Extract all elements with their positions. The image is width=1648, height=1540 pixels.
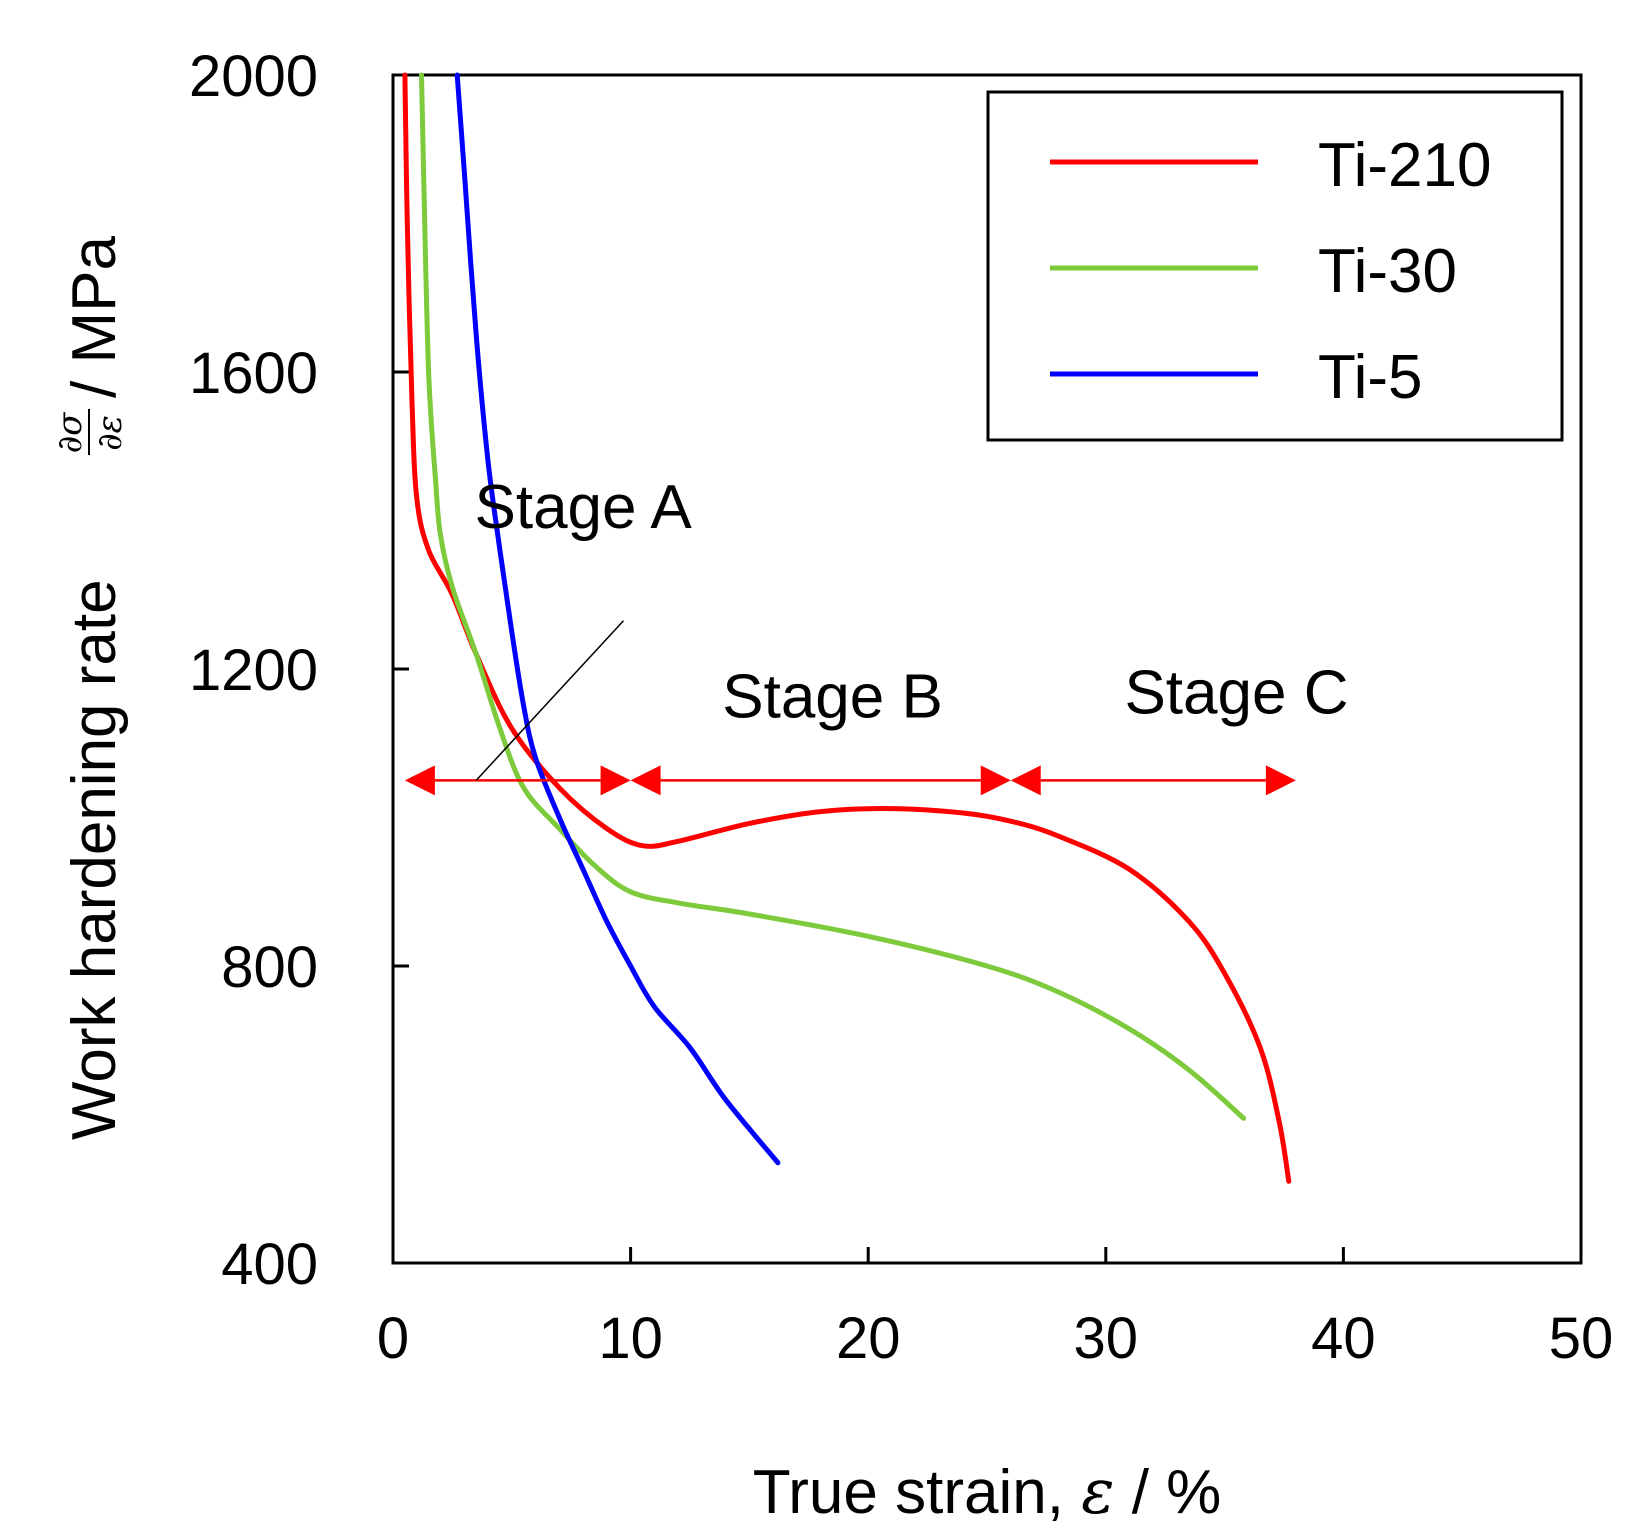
stage-b-arrow-head-right [980,765,1011,796]
series-layer [402,72,1292,1184]
stage-b-label: Stage B [722,662,943,731]
stage-c-arrow-head-left [1010,765,1041,796]
x-axis-title: True strain, ε / % [753,1455,1222,1528]
stage-a-arrow-head-left [404,765,435,796]
y-axis-ticks: 400 800 1200 1600 2000 [189,44,409,1297]
stage-b-arrow-head-left [630,765,661,796]
fraction-denominator: ∂ε [90,415,130,451]
stage-a-label: Stage A [474,473,692,542]
y-tick-label: 1600 [189,341,318,406]
stage-annotations: Stage A Stage B Stage C [404,473,1348,796]
x-tick-label: 50 [1549,1306,1614,1371]
x-axis-ticks: 0 10 20 30 40 50 [377,1247,1613,1371]
legend-label-ti-30: Ti-30 [1318,237,1457,306]
y-tick-label: 800 [221,935,318,1000]
stage-c-label: Stage C [1124,659,1348,728]
legend-label-ti-5: Ti-5 [1318,343,1422,412]
stage-a-leader-line [475,620,625,781]
y-tick-label: 2000 [189,44,318,109]
fraction-numerator: ∂σ [50,412,90,454]
y-tick-label: 1200 [189,638,318,703]
y-axis-title-fraction: ∂σ ∂ε [50,409,130,455]
x-tick-label: 30 [1074,1306,1139,1371]
legend: Ti-210 Ti-30 Ti-5 [986,90,1564,442]
legend-label-ti-210: Ti-210 [1318,131,1491,200]
y-axis-title-unit: / MPa [60,236,129,398]
x-tick-label: 40 [1311,1306,1376,1371]
series-line-ti-5 [454,72,781,1166]
x-tick-label: 0 [377,1306,409,1371]
svg-text:Work hardening rate: Work hardening rate [60,579,129,1140]
y-axis-title: Work hardening rate ∂σ ∂ε / MPa [50,236,130,1140]
y-tick-label: 400 [221,1232,318,1297]
stage-c-arrow-head-right [1265,765,1296,796]
y-axis-title-text: Work hardening rate [60,579,129,1140]
x-tick-label: 20 [836,1306,901,1371]
x-tick-label: 10 [598,1306,663,1371]
svg-text:/ MPa: / MPa [60,236,129,398]
stage-a-arrow-head-right [600,765,631,796]
series-line-ti-210 [402,72,1292,1184]
